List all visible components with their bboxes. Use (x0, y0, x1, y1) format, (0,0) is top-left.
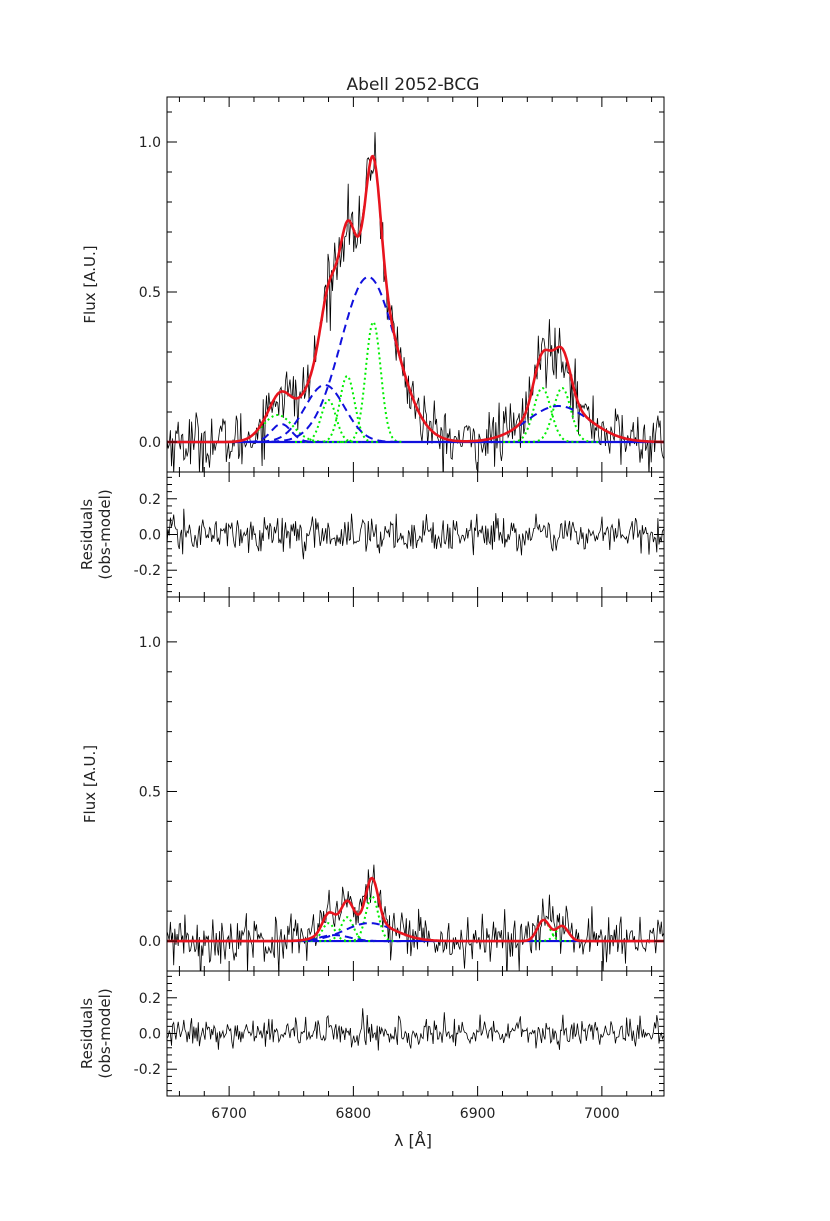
y-tick-label: 0.5 (139, 784, 161, 800)
narrow-component-2 (313, 374, 380, 443)
y-axis-label: Flux [A.U.] (81, 245, 99, 323)
y-tick-label: 1.0 (139, 635, 161, 651)
residuals-series (167, 1008, 664, 1051)
flux-bottom-frame (166, 596, 665, 972)
y-axis-label: Residuals (78, 499, 96, 570)
residuals-bottom-plot-area (167, 1008, 664, 1051)
y-axis-label: Flux [A.U.] (81, 745, 99, 823)
x-tick-label: 6700 (211, 1106, 247, 1122)
y-tick-label: -0.2 (134, 1062, 161, 1078)
flux-top-panel: 0.0 0.5 1.0 Flux [A.U.] (81, 96, 665, 473)
residuals-top-plot-area (167, 508, 664, 560)
narrow-component-3 (339, 320, 407, 443)
x-tick-label: 6800 (336, 1106, 372, 1122)
flux-bottom-plot-area (167, 864, 664, 971)
observed-spectrum-series (167, 864, 664, 971)
broad-component-5 (267, 934, 402, 943)
y-tick-label: 1.0 (139, 135, 161, 151)
y-axis-label: Residuals (78, 998, 96, 1069)
y-tick-label: 0.0 (139, 934, 161, 950)
residuals-top-panel: -0.2 0.0 0.2 Residuals (obs-model) (78, 471, 665, 598)
y-tick-label: -0.2 (134, 563, 161, 579)
y-tick-label: 0.5 (139, 285, 161, 301)
narrow-component-5 (523, 387, 601, 443)
x-tick-label: 7000 (584, 1106, 620, 1122)
y-tick-label: 0.0 (139, 435, 161, 451)
narrow-component-0 (300, 922, 356, 943)
flux-bottom-panel: 0.0 0.5 1.0 Flux [A.U.] (81, 596, 665, 972)
y-tick-label: 0.0 (139, 528, 161, 544)
y-tick-label: 0.0 (139, 1027, 161, 1043)
residuals-bottom-panel: -0.2 0.0 0.2 6700 6800 6900 7000 Residuals (obs-… (78, 970, 665, 1122)
narrow-component-0 (210, 414, 344, 443)
flux-top-plot-area (167, 132, 664, 472)
y-tick-label: 0.2 (139, 492, 161, 508)
x-tick-label: 6900 (460, 1106, 496, 1122)
y-axis-label: (obs-model) (96, 988, 114, 1078)
y-tick-label: 0.2 (139, 991, 161, 1007)
narrow-component-4 (503, 387, 581, 443)
total-model-series (167, 876, 664, 943)
chart-title: Abell 2052-BCG (347, 75, 480, 95)
residuals-series (167, 508, 664, 560)
observed-spectrum-series (167, 132, 664, 472)
y-axis-label: (obs-model) (96, 489, 114, 579)
x-axis-label: λ [Å] (394, 1131, 432, 1150)
total-model-series (167, 154, 664, 444)
